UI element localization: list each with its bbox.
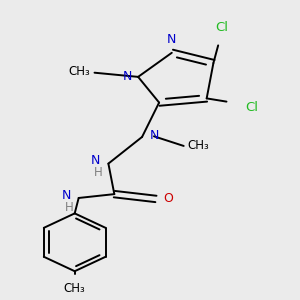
- Text: CH₃: CH₃: [64, 283, 86, 296]
- Text: N: N: [150, 129, 159, 142]
- Text: N: N: [62, 189, 71, 202]
- Text: O: O: [163, 192, 173, 206]
- Text: CH₃: CH₃: [69, 64, 91, 78]
- Text: N: N: [123, 70, 132, 83]
- Text: N: N: [167, 33, 176, 46]
- Text: H: H: [65, 201, 74, 214]
- Text: CH₃: CH₃: [188, 140, 209, 152]
- Text: H: H: [94, 166, 102, 179]
- Text: Cl: Cl: [215, 20, 228, 34]
- Text: Cl: Cl: [245, 101, 258, 114]
- Text: N: N: [91, 154, 101, 167]
